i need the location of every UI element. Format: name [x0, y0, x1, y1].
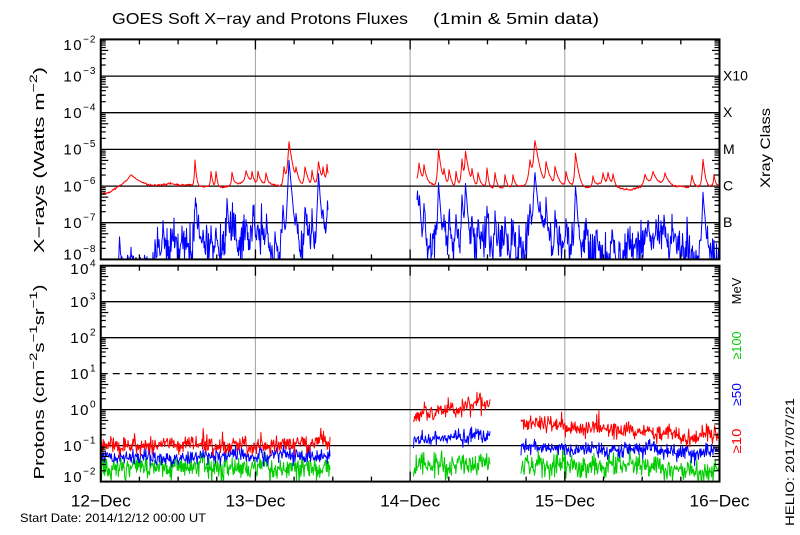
svg-text:13−Dec: 13−Dec: [225, 492, 285, 511]
svg-text:M: M: [723, 141, 735, 157]
svg-text:≥10: ≥10: [729, 429, 744, 454]
svg-text:MeV: MeV: [729, 277, 744, 304]
svg-text:103: 103: [70, 291, 96, 311]
svg-text:C: C: [723, 178, 733, 194]
svg-text:GOES Soft X−ray and Protons Fl: GOES Soft X−ray and Protons Fluxes: [112, 11, 408, 28]
svg-text:B: B: [723, 214, 732, 230]
svg-text:12−Dec: 12−Dec: [71, 492, 131, 511]
svg-text:X−rays (Watts m−2): X−rays (Watts m−2): [28, 67, 48, 253]
svg-text:Start Date: 2014/12/12 00:00 U: Start Date: 2014/12/12 00:00 UT: [20, 511, 207, 525]
svg-text:100: 100: [70, 399, 96, 419]
svg-text:15−Dec: 15−Dec: [535, 492, 595, 511]
svg-text:Protons (cm−2s−1sr−1): Protons (cm−2s−1sr−1): [28, 285, 48, 480]
svg-text:102: 102: [70, 327, 96, 347]
svg-text:104: 104: [70, 259, 96, 279]
svg-text:Xray Class: Xray Class: [757, 108, 773, 188]
svg-text:101: 101: [70, 363, 96, 383]
svg-text:HELIO: 2017/07/21: HELIO: 2017/07/21: [783, 398, 797, 526]
svg-text:X10: X10: [723, 68, 748, 84]
svg-text:≥50: ≥50: [729, 383, 744, 406]
svg-text:X: X: [723, 104, 733, 120]
svg-text:14−Dec: 14−Dec: [380, 492, 440, 511]
svg-text:≥100: ≥100: [729, 332, 744, 360]
svg-text:16−Dec: 16−Dec: [690, 492, 750, 511]
svg-text:(1min & 5min data): (1min & 5min data): [433, 11, 599, 28]
